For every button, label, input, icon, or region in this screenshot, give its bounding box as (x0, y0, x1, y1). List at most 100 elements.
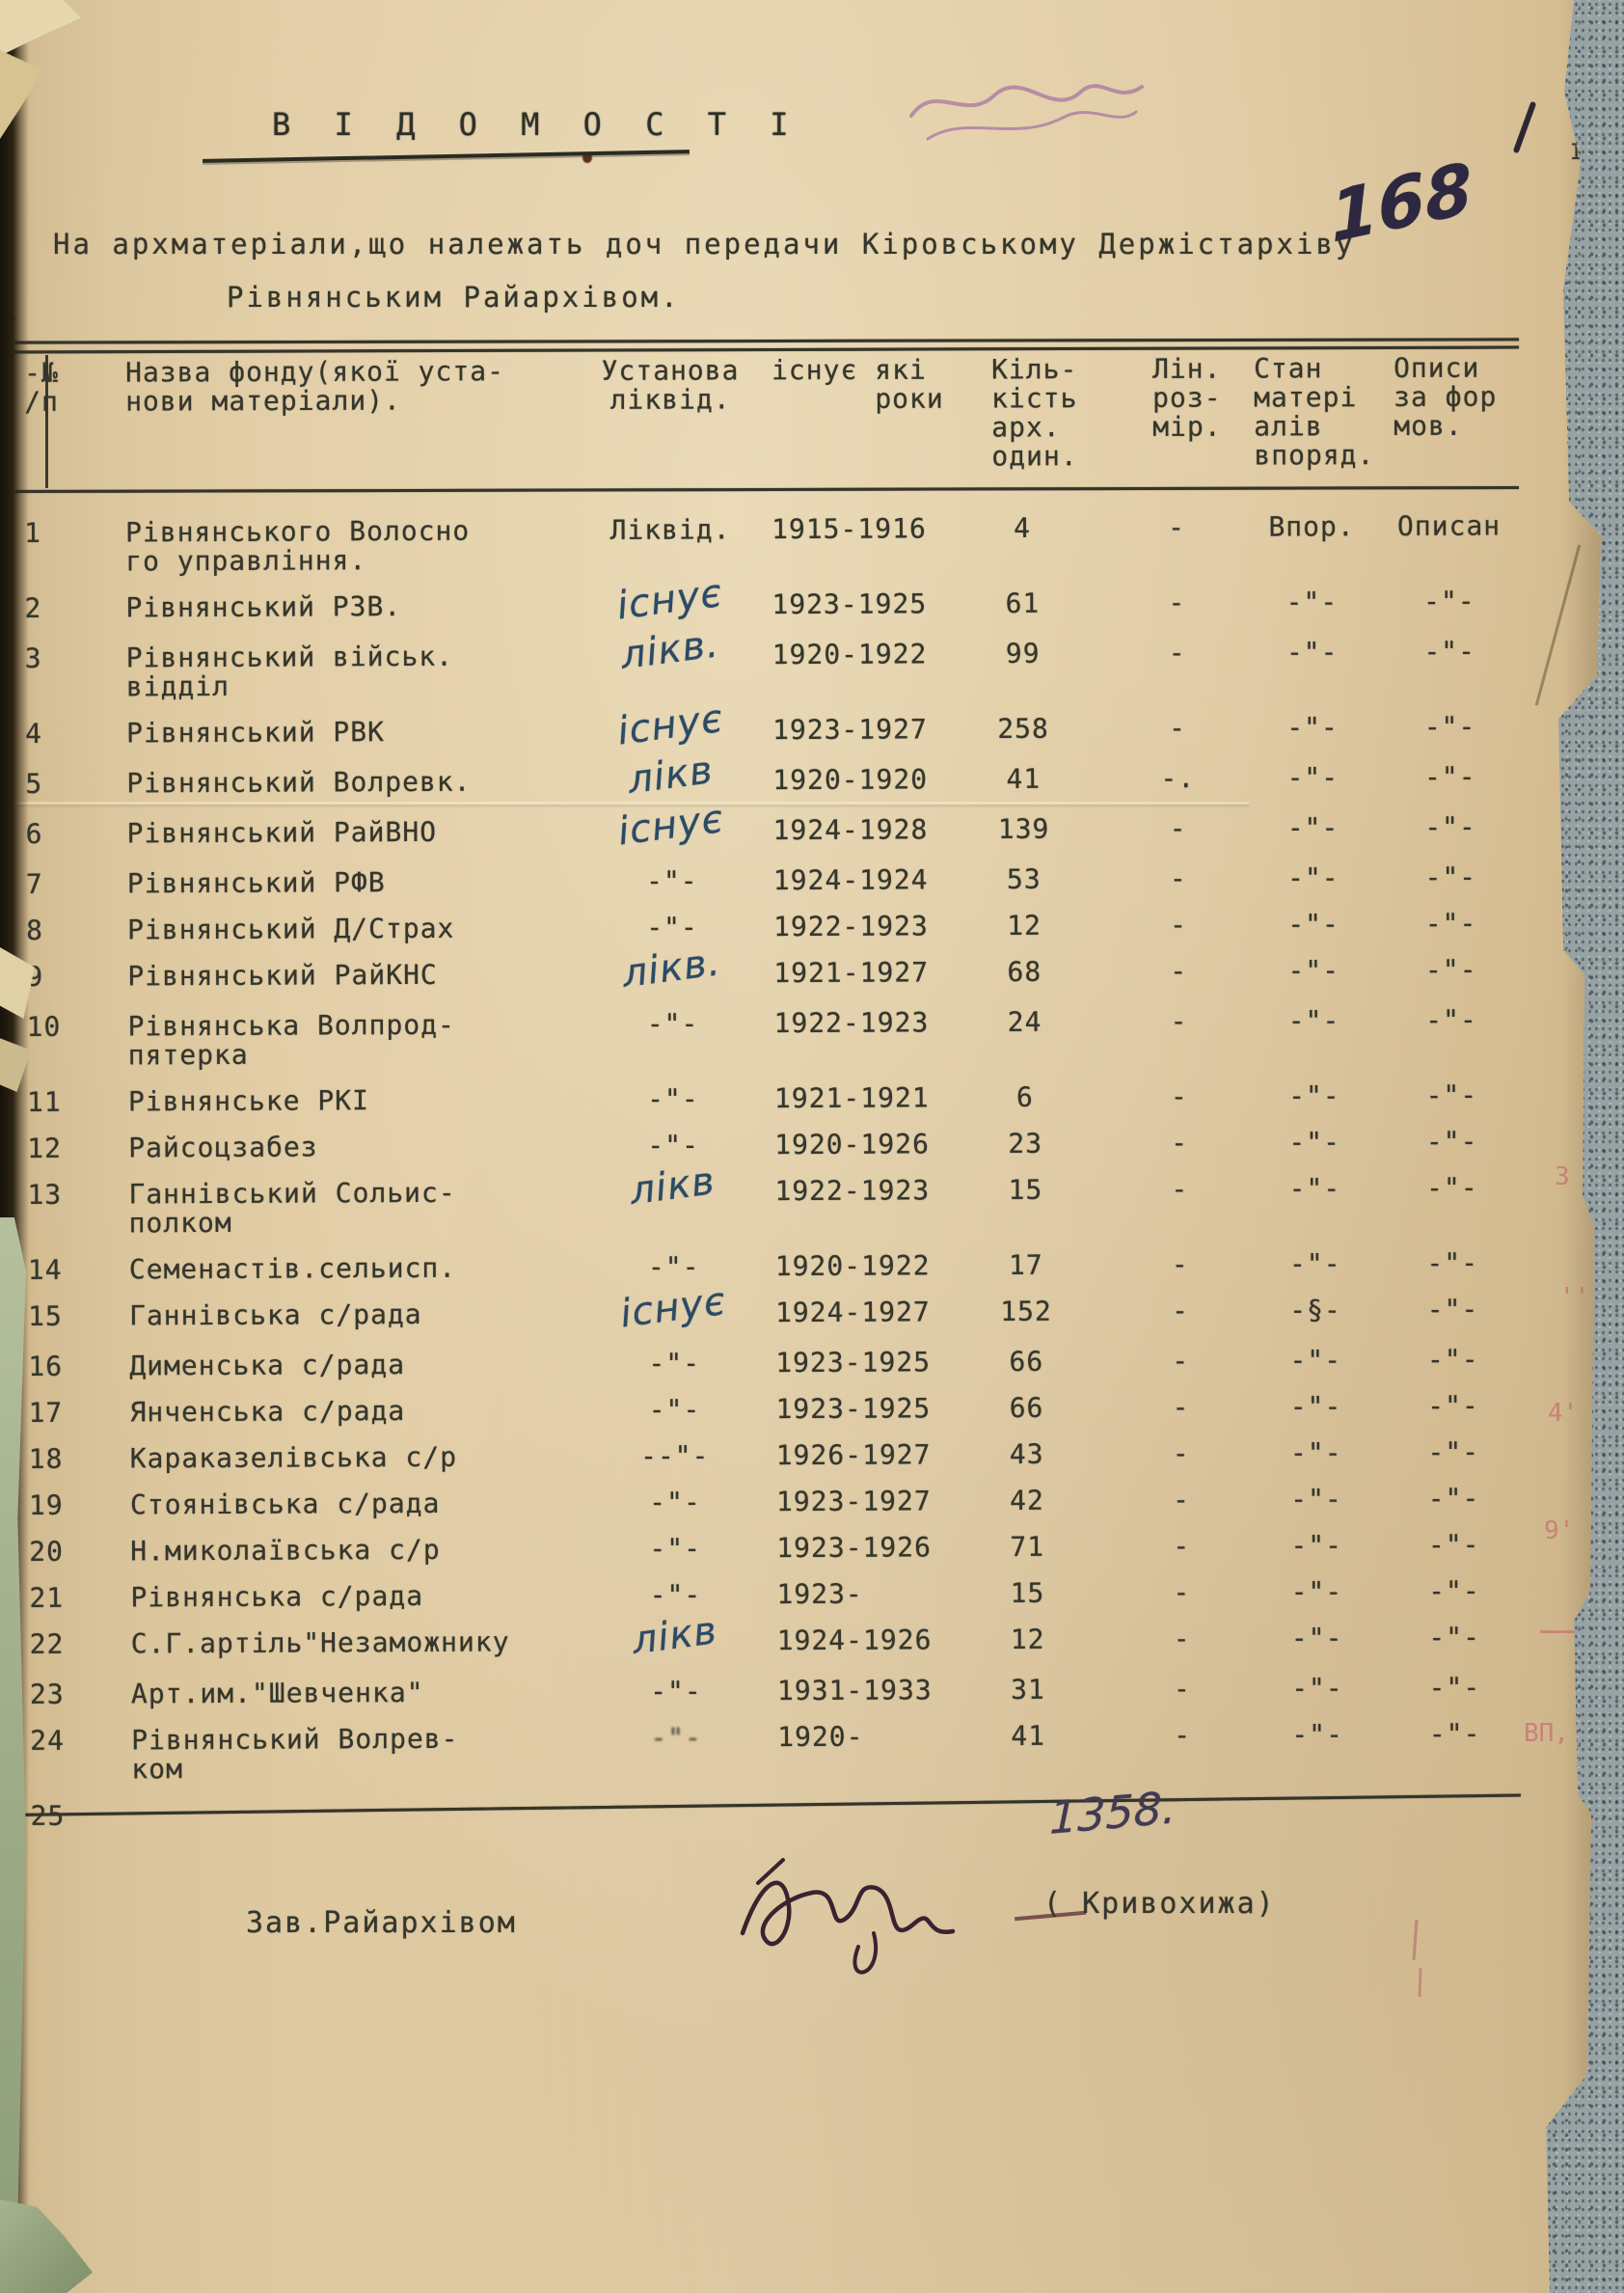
fund-name: С.Г.артіль"Незаможнику (130, 1625, 510, 1660)
red-margin-dash (1412, 1919, 1419, 1961)
fund-name: Рівнянський РайВНО (126, 815, 438, 850)
table-row: 16 Дименська с/рада -"- 1923-1925 66 - -… (18, 1344, 1523, 1382)
archive-units-count: 15 (1010, 1576, 1045, 1609)
fund-name: Рівнянський Д/Страх (127, 912, 455, 946)
inventory-status: -"- (1423, 635, 1476, 668)
linear-size: - (1173, 1576, 1191, 1609)
linear-size: - (1168, 511, 1186, 544)
linear-size: - (1169, 812, 1187, 845)
header-left-divider (45, 355, 48, 488)
header-linear-size: Лін. роз- мір. (1151, 352, 1222, 443)
linear-size: - (1172, 1295, 1190, 1327)
liquidation-status: -"- (647, 1129, 700, 1161)
horizontal-crease (0, 802, 1249, 805)
fund-name: Рівнянська с/рада (130, 1579, 424, 1614)
fund-name: Рівнянського Волосно го управління. (124, 514, 471, 578)
fund-name: Ганнівський Сольис- полком (128, 1176, 456, 1240)
archive-units-count: 139 (997, 812, 1050, 846)
linear-size: - (1168, 637, 1186, 669)
liquidation-status: існує (614, 570, 725, 629)
row-number: 10 (26, 1010, 62, 1043)
archive-units-count: 43 (1009, 1437, 1044, 1470)
liquidation-status: лікв (629, 1608, 720, 1664)
fund-name: Рівнянський військ. відділ (125, 640, 454, 703)
table-row: 10 Рівнянська Волпрод- пятерка -"- 1922-… (17, 1004, 1522, 1072)
archive-units-count: 152 (1000, 1295, 1052, 1328)
document-title: В І Д О М О С Т І (272, 106, 801, 143)
liquidation-status: -"- (649, 1578, 702, 1611)
archive-units-count: 12 (1010, 1623, 1045, 1655)
material-state: -"- (1291, 1672, 1343, 1705)
liquidation-status: лікв (627, 1159, 718, 1215)
table-row: 17 Янченська с/рада -"- 1923-1925 66 - -… (18, 1390, 1523, 1429)
table-row: 24 Рівнянський Волрев- ком -"- 1920- 41 … (20, 1718, 1525, 1786)
archive-units-count: 66 (1009, 1345, 1044, 1378)
fund-name: Рівнянський РЗВ. (125, 590, 402, 624)
stamp-remnant (909, 84, 1144, 141)
material-state: -"- (1286, 811, 1340, 844)
table-row: 23 Арт.им."Шевченка" -"- 1931-1933 31 - … (20, 1672, 1525, 1710)
archive-units-count: 99 (1005, 637, 1041, 669)
inventory-status: -"- (1427, 1435, 1480, 1468)
row-number: 20 (29, 1535, 65, 1568)
liquidation-status: -"- (646, 911, 698, 943)
inventory-status: -"- (1427, 1482, 1480, 1515)
fund-years (768, 1797, 970, 1798)
fund-years: 1923- (776, 1577, 863, 1611)
margin-bleed-mark: '' (1559, 1283, 1589, 1312)
fund-name: Рівнянська Волпрод- пятерка (127, 1008, 455, 1072)
material-state: -"- (1290, 1483, 1342, 1515)
fund-years: 1920-1922 (771, 638, 928, 671)
archive-units-count: 24 (1007, 1005, 1042, 1038)
fund-years: 1923-1927 (771, 713, 928, 747)
fund-name: Арт.им."Шевченка" (130, 1676, 424, 1710)
material-state: -"- (1286, 586, 1339, 618)
table-row: 6 Рівнянський РайВНО існує 1924-1928 139… (16, 797, 1521, 855)
row-number: 12 (27, 1132, 62, 1164)
liquidation-status: -"- (646, 1007, 699, 1040)
material-state: -"- (1286, 761, 1340, 794)
inventory-status: -"- (1424, 907, 1477, 940)
fund-years: 1923-1927 (775, 1485, 932, 1518)
archive-units-count: 71 (1010, 1530, 1045, 1563)
header-fund-name: Назва фонду(якої уста- нови матеріали). (124, 355, 504, 418)
material-state: -"- (1287, 954, 1340, 987)
liquidation-status: -"- (650, 1721, 703, 1754)
liquidation-status: -"- (650, 1675, 702, 1707)
inventory-status: -"- (1426, 1171, 1478, 1204)
inventory-status: -"- (1428, 1621, 1481, 1653)
underlying-green-sheet-corner (0, 2199, 93, 2293)
archive-units-count: 4 (1014, 511, 1032, 544)
fund-years: 1924-1926 (776, 1624, 933, 1657)
fund-years: 1915-1916 (771, 512, 927, 546)
table-row: 5 Рівнянський Волревк. лікв 1920-1920 41… (15, 748, 1520, 803)
row-number: 22 (29, 1627, 65, 1660)
table-row: 20 Н.миколаївська с/р -"- 1923-1926 71 -… (19, 1528, 1524, 1568)
fund-name: Н.миколаївська с/р (130, 1533, 441, 1568)
table-row: 25 (20, 1794, 1525, 1832)
signer-name: ( Кривохижа) (1043, 1887, 1276, 1921)
handwritten-total-units: 1358. (1048, 1781, 1177, 1844)
material-state: -"- (1288, 1079, 1340, 1112)
linear-size: - (1173, 1673, 1191, 1706)
ink-stain-dot (582, 152, 592, 163)
row-number: 15 (27, 1299, 63, 1332)
liquidation-status: -"- (647, 1250, 700, 1283)
header-liquidation: Установа ліквід. (601, 354, 740, 416)
inventory-status: -"- (1424, 953, 1477, 986)
table-row: 21 Рівнянська с/рада -"- 1923- 15 - -"- … (19, 1575, 1524, 1614)
linear-size: - (1171, 1173, 1189, 1206)
margin-bleed-mark: 9' (1544, 1516, 1575, 1545)
fund-name: Янченська с/рада (129, 1395, 406, 1429)
fund-name: Стоянівська с/рада (129, 1487, 441, 1521)
table-row: 11 Рівнянське РКІ -"- 1921-1921 6 - -"- … (17, 1079, 1522, 1118)
linear-size: - (1172, 1391, 1190, 1424)
archive-units-count: 61 (1005, 587, 1041, 619)
inventory-status: -"- (1426, 1246, 1479, 1279)
table-row: 19 Стоянівська с/рада -"- 1923-1927 42 -… (19, 1482, 1524, 1521)
inventory-status: -"- (1427, 1528, 1480, 1561)
fund-name: Рівнянське РКІ (127, 1084, 370, 1118)
fund-years: 1920-1920 (772, 763, 929, 797)
archive-units-count: 41 (1011, 1719, 1046, 1752)
